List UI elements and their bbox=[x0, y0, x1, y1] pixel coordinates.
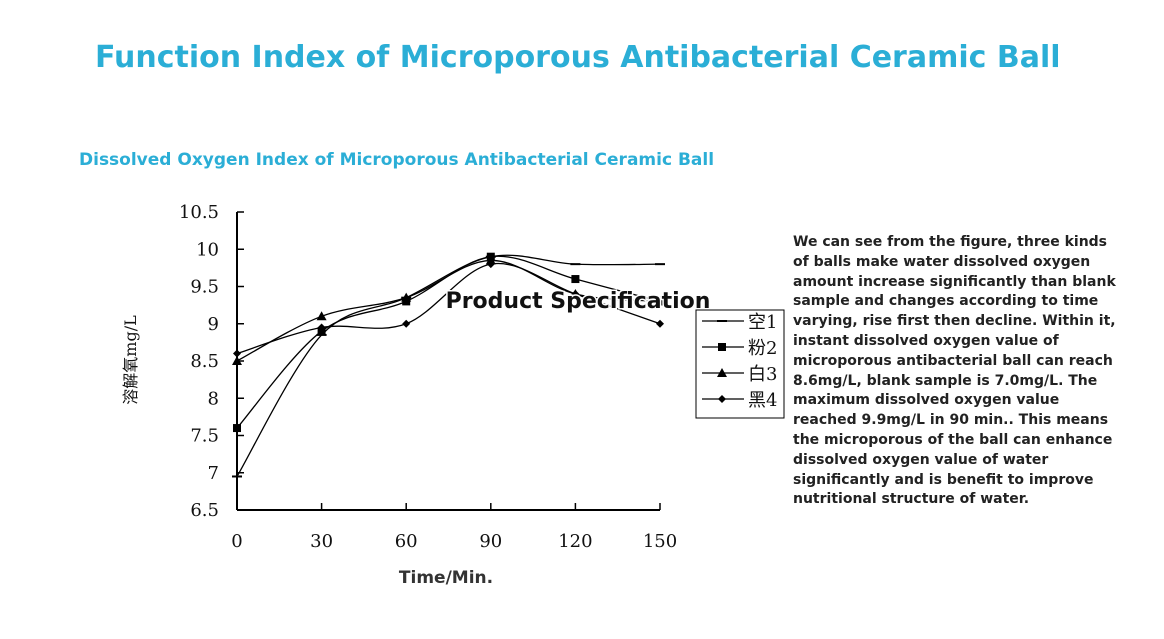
series-line-4 bbox=[236, 262, 661, 355]
product-specification-overlay: Product Specification bbox=[446, 289, 711, 314]
x-tick-labels: 0 30 60 90 120 150 bbox=[231, 531, 677, 552]
y-axis-label: 溶解氧mg/L bbox=[121, 315, 140, 405]
chart-axes bbox=[236, 211, 661, 511]
diamond-marker bbox=[486, 260, 495, 269]
x-tick-label: 90 bbox=[479, 531, 502, 552]
legend-label: 空1 bbox=[748, 312, 777, 333]
square-marker bbox=[718, 343, 726, 351]
x-tick-label: 60 bbox=[395, 531, 418, 552]
legend-label: 黑4 bbox=[748, 390, 777, 411]
x-tick-label: 150 bbox=[643, 531, 677, 552]
diamond-marker bbox=[317, 323, 326, 332]
y-tick-label: 10 bbox=[196, 239, 219, 260]
diamond-marker bbox=[656, 319, 664, 328]
y-tick-label: 6.5 bbox=[190, 500, 219, 521]
triangle-marker bbox=[401, 292, 412, 302]
y-tick-label: 9.5 bbox=[190, 277, 219, 298]
legend-label: 粉2 bbox=[748, 338, 777, 359]
page-title: Function Index of Microporous Antibacter… bbox=[95, 40, 1061, 75]
series-line-3 bbox=[236, 259, 661, 362]
diamond-marker bbox=[718, 395, 726, 403]
legend-label: 白3 bbox=[748, 364, 777, 385]
x-tick-label: 0 bbox=[231, 531, 242, 552]
y-tick-label: 7 bbox=[208, 463, 219, 484]
x-tick-label: 30 bbox=[310, 531, 333, 552]
diamond-marker bbox=[402, 319, 411, 328]
y-tick-label: 10.5 bbox=[179, 202, 219, 223]
y-tick-label: 8 bbox=[208, 388, 219, 409]
x-axis-label: Time/Min. bbox=[399, 568, 493, 588]
chart-legend: 空1 粉2 白3 黑4 bbox=[695, 309, 785, 419]
square-marker bbox=[571, 275, 580, 284]
chart-section-title: Dissolved Oxygen Index of Microporous An… bbox=[79, 150, 715, 170]
y-tick-labels: 10.5 10 9.5 9 8.5 8 7.5 7 6.5 bbox=[179, 202, 219, 521]
chart-description: We can see from the figure, three kinds … bbox=[793, 234, 1116, 508]
series-line-2 bbox=[236, 255, 661, 429]
x-tick-label: 120 bbox=[558, 531, 592, 552]
series-markers bbox=[232, 252, 665, 478]
triangle-marker bbox=[485, 255, 496, 265]
triangle-marker bbox=[316, 311, 327, 321]
y-tick-label: 7.5 bbox=[190, 426, 219, 447]
y-tick-label: 9 bbox=[208, 314, 219, 335]
triangle-marker bbox=[655, 296, 665, 306]
triangle-marker bbox=[717, 368, 727, 377]
y-tick-label: 8.5 bbox=[190, 351, 219, 372]
diamond-marker bbox=[571, 289, 580, 298]
legend-box bbox=[695, 309, 785, 419]
